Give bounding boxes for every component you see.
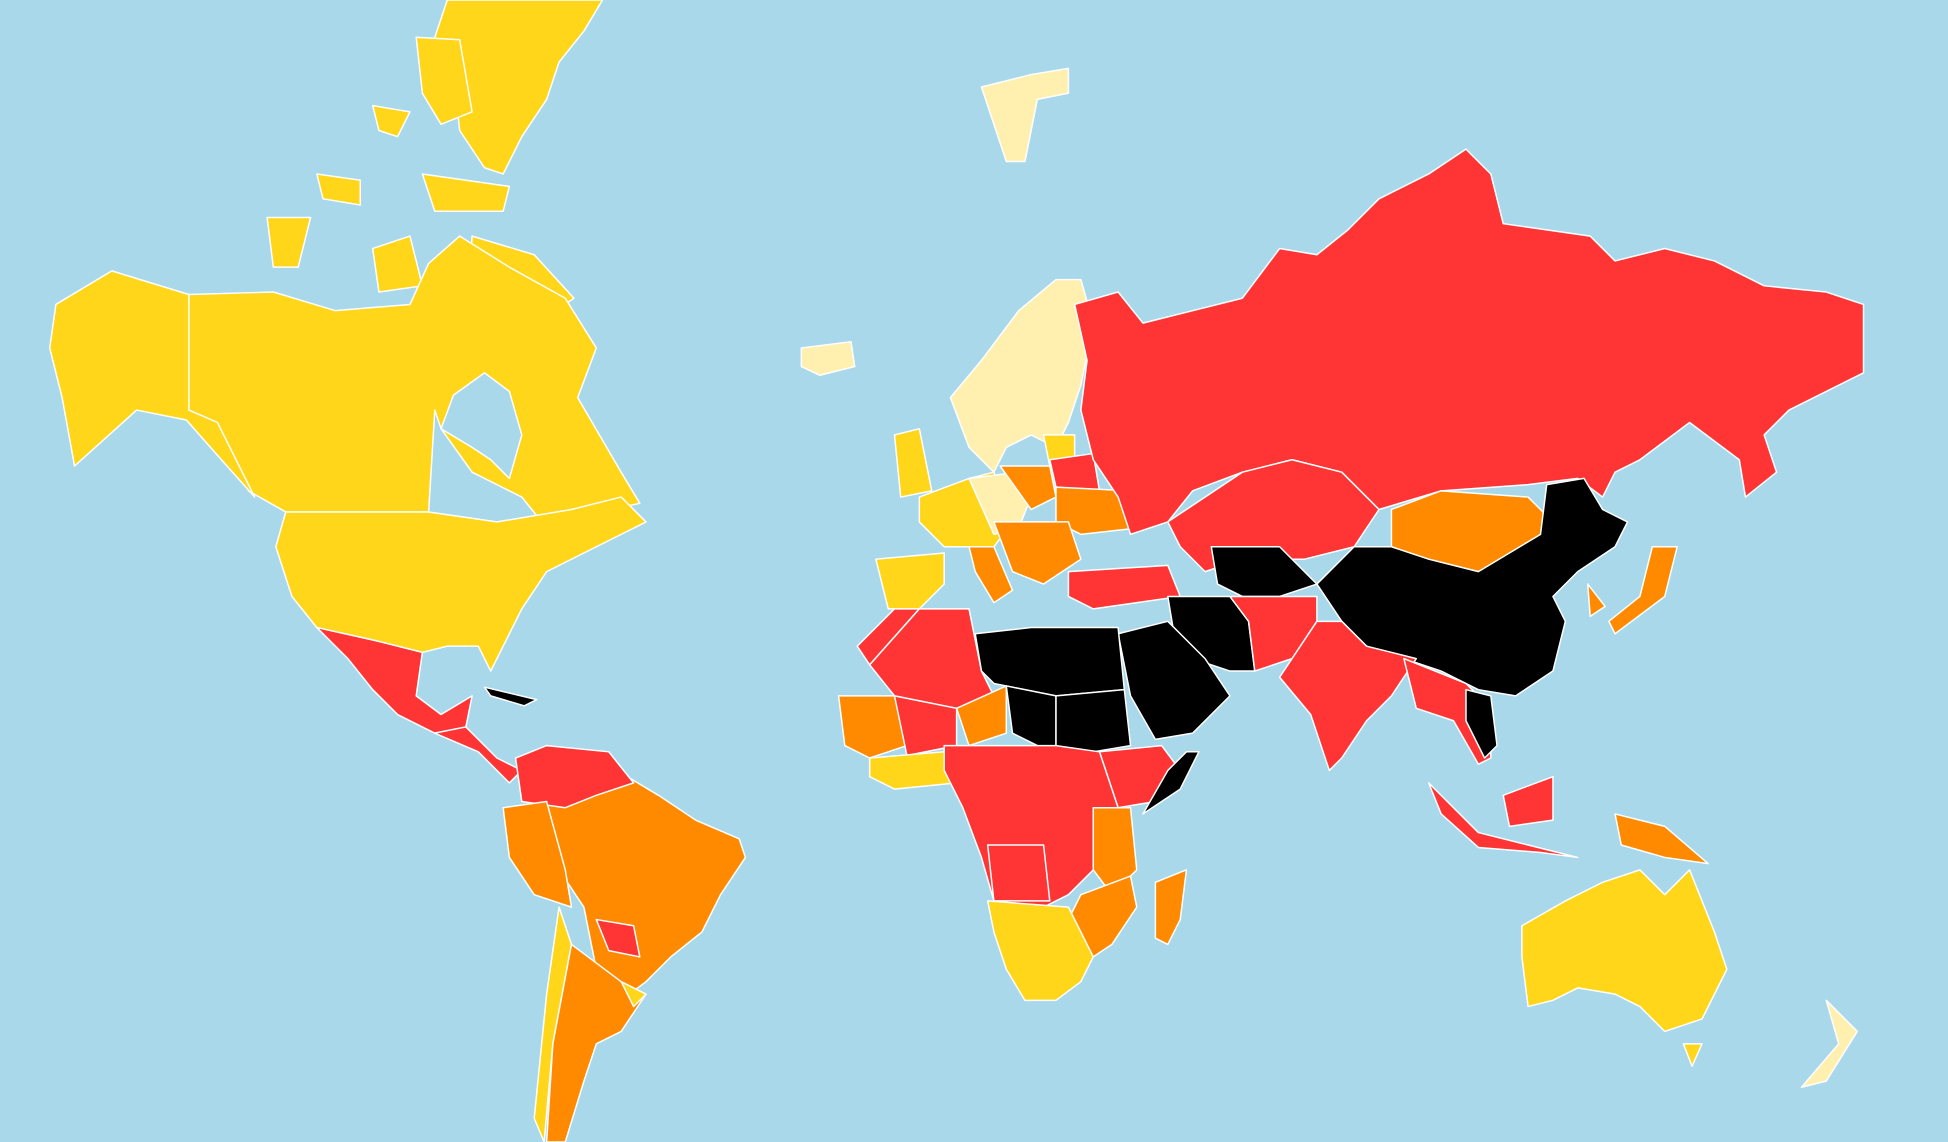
- country-italy[interactable]: [968, 546, 1014, 604]
- country-turkey[interactable]: [1067, 564, 1181, 610]
- country-uruguay[interactable]: [620, 980, 647, 1008]
- balkans[interactable]: [993, 521, 1082, 585]
- central-africa[interactable]: [943, 744, 1119, 908]
- scandinavia[interactable]: [949, 278, 1095, 473]
- country-saudi-arabia[interactable]: [1117, 620, 1231, 741]
- africa: [837, 608, 1200, 1002]
- country-madagascar[interactable]: [1154, 869, 1188, 946]
- country-cuba[interactable]: [483, 686, 538, 707]
- south-america: [502, 744, 747, 1142]
- country-belarus[interactable]: [1049, 452, 1101, 492]
- europe: [800, 67, 1181, 610]
- country-russia[interactable]: [1073, 148, 1865, 536]
- west-africa[interactable]: [837, 695, 908, 759]
- country-bolivia[interactable]: [595, 918, 641, 958]
- southeast-asia[interactable]: [1403, 657, 1492, 765]
- country-vietnam[interactable]: [1465, 688, 1498, 759]
- north-america: [48, 0, 647, 784]
- arctic-island[interactable]: [421, 173, 511, 212]
- iberia[interactable]: [875, 552, 945, 610]
- oceania: [1521, 869, 1859, 1089]
- country-peru[interactable]: [502, 800, 573, 908]
- country-papua-new-guinea[interactable]: [1614, 813, 1709, 865]
- country-japan[interactable]: [1608, 546, 1678, 635]
- country-india[interactable]: [1278, 620, 1418, 772]
- country-usa-alaska[interactable]: [48, 270, 256, 498]
- country-iceland[interactable]: [800, 340, 856, 377]
- country-china[interactable]: [1316, 477, 1629, 697]
- arctic-island[interactable]: [266, 216, 312, 268]
- arctic-island[interactable]: [415, 36, 473, 126]
- country-indonesia[interactable]: [1427, 782, 1579, 859]
- country-venezuela-colombia[interactable]: [514, 744, 635, 809]
- country-niger[interactable]: [955, 685, 1008, 747]
- southern-africa[interactable]: [986, 900, 1095, 1002]
- arctic-island[interactable]: [371, 104, 411, 138]
- country-borneo[interactable]: [1502, 775, 1554, 828]
- country-korea[interactable]: [1586, 583, 1606, 618]
- asia: [1073, 148, 1865, 865]
- country-somalia[interactable]: [1142, 751, 1200, 815]
- hudson-bay: [440, 372, 523, 480]
- country-uk[interactable]: [893, 427, 933, 498]
- country-new-zealand[interactable]: [1800, 999, 1859, 1089]
- arctic-island[interactable]: [316, 173, 362, 206]
- country-angola[interactable]: [986, 844, 1051, 902]
- country-brazil[interactable]: [545, 757, 747, 1002]
- country-svalbard[interactable]: [980, 67, 1070, 163]
- country-australia[interactable]: [1521, 869, 1728, 1033]
- country-tasmania[interactable]: [1682, 1043, 1703, 1067]
- gulf-of-guinea[interactable]: [868, 751, 958, 790]
